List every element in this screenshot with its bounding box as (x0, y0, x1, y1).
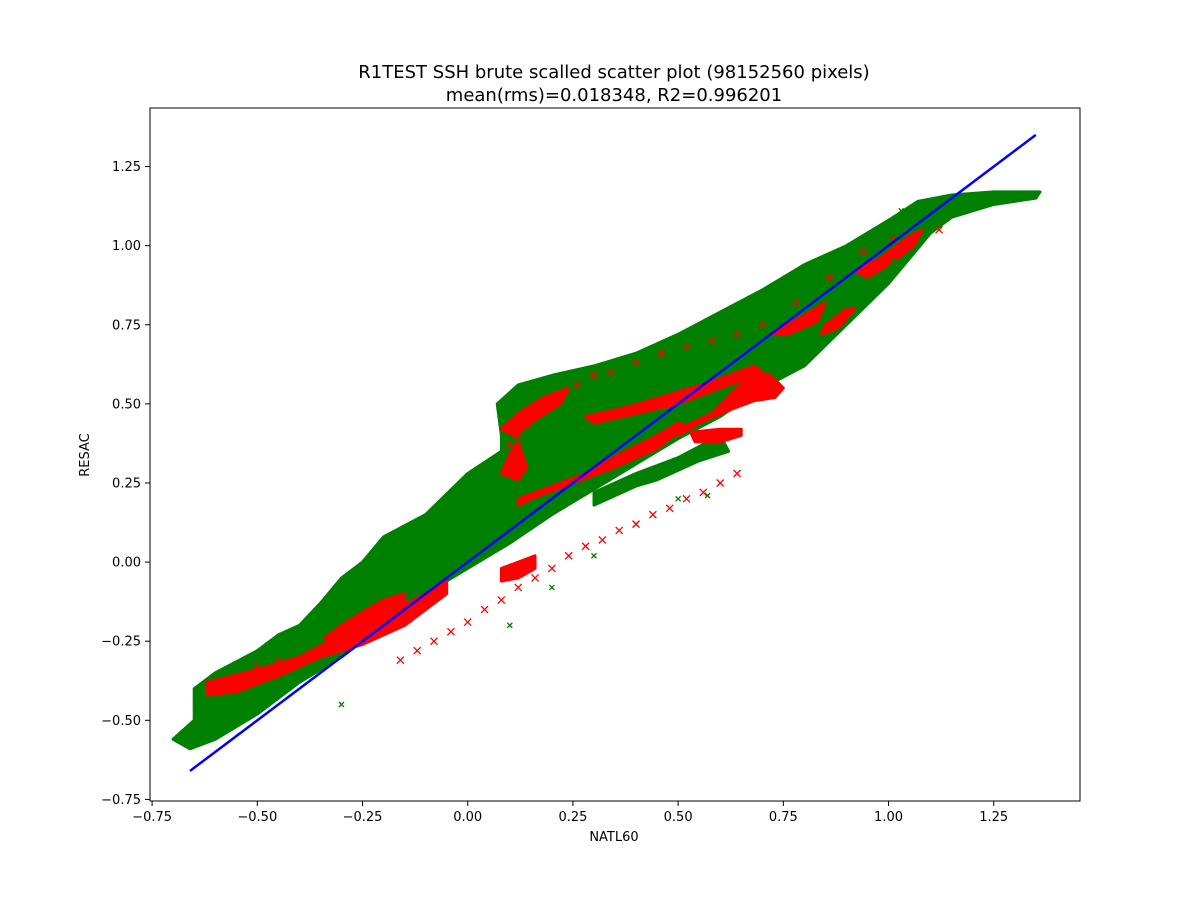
scatter-point (547, 564, 556, 573)
x-tick-label: 0.25 (558, 810, 587, 825)
x-tick-label: −0.25 (343, 810, 383, 825)
scatter-point (733, 469, 741, 478)
scatter-point (615, 526, 624, 535)
x-tick-label: −0.75 (132, 810, 172, 825)
scatter-point (338, 701, 345, 708)
scatter-point (822, 255, 829, 262)
scatter-point (573, 380, 582, 389)
scatter-point (632, 520, 641, 529)
scatter-point (522, 422, 531, 430)
scatter-point (699, 488, 708, 497)
scatter-region (689, 427, 743, 444)
red-series (205, 225, 943, 697)
y-tick-label: −0.50 (101, 714, 141, 729)
chart-subtitle: mean(rms)=0.018348, R2=0.996201 (446, 85, 782, 106)
scatter-point (825, 273, 834, 282)
x-tick-label: 0.00 (453, 810, 482, 825)
scatter-point (548, 584, 555, 591)
scatter-point (497, 596, 506, 605)
scatter-point (665, 504, 674, 513)
chart-title: R1TEST SSH brute scalled scatter plot (9… (358, 62, 869, 83)
plot-frame (149, 107, 1081, 802)
scatter-point (446, 627, 455, 636)
scatter-point (514, 431, 523, 440)
y-tick-label: −0.25 (101, 635, 141, 650)
scatter-point (564, 551, 573, 560)
scatter-region (205, 579, 449, 697)
scatter-region (499, 440, 529, 482)
x-axis: −0.75 −0.50 −0.25 0.00 0.25 0.50 0.75 1.00 1.25 (132, 801, 1008, 825)
scatter-point (733, 330, 741, 339)
y-tick-label: 0.25 (112, 476, 141, 491)
scatter-point (606, 368, 615, 377)
scatter-region (499, 554, 537, 583)
scatter-point (682, 494, 691, 503)
scatter-point (859, 248, 868, 256)
y-axis-label: RESAC (78, 433, 93, 476)
scatter-point (514, 583, 523, 592)
blue-fit-line (189, 133, 1037, 772)
scatter-point (648, 510, 657, 519)
x-tick-label: 0.75 (769, 810, 798, 825)
scatter-point (707, 336, 716, 345)
scatter-point (547, 399, 556, 408)
scatter-point (211, 681, 220, 690)
scatter-point (704, 492, 711, 499)
x-tick-label: 1.25 (979, 810, 1008, 825)
scatter-point (581, 542, 590, 551)
scatter-point (598, 535, 607, 544)
scatter-point (898, 207, 905, 214)
scatter-region (592, 434, 731, 507)
plot-area (150, 108, 1080, 801)
y-tick-label: 1.00 (112, 239, 141, 254)
scatter-point (505, 441, 514, 449)
scatter-region (323, 592, 407, 649)
scatter-point (682, 342, 691, 351)
y-tick-label: 1.25 (112, 160, 141, 175)
scatter-region (887, 228, 924, 260)
scatter-point (253, 662, 262, 671)
y-axis: −0.75 −0.50 −0.25 0.00 0.25 0.50 0.75 1.00 1.25 (101, 160, 150, 808)
y-tick-label: −0.75 (101, 793, 141, 808)
scatter-region (499, 386, 571, 437)
fit-line (189, 133, 1037, 772)
x-tick-label: 0.50 (664, 810, 693, 825)
scatter-point (413, 646, 422, 655)
scatter-point (758, 320, 767, 329)
scatter-region (819, 307, 857, 336)
scatter-point (463, 618, 472, 627)
x-axis-label: NATL60 (589, 830, 638, 845)
scatter-point (480, 605, 489, 614)
y-tick-label: 0.75 (112, 318, 141, 333)
scatter-point (657, 349, 666, 358)
x-tick-label: −0.50 (237, 810, 277, 825)
y-tick-label: 0.50 (112, 397, 141, 412)
scatter-point (632, 358, 641, 367)
scatter-point (232, 672, 241, 680)
scatter-point (589, 371, 598, 380)
x-tick-label: 1.00 (874, 810, 903, 825)
scatter-point (506, 622, 513, 629)
scatter-point (531, 573, 540, 582)
scatter-point (274, 656, 283, 665)
scatter-point (791, 298, 800, 307)
scatter-region (769, 301, 827, 336)
scatter-point (935, 225, 943, 234)
scatter-region (676, 370, 785, 437)
scatter-point (590, 552, 597, 559)
scatter-point (396, 656, 405, 665)
scatter-point (430, 637, 439, 646)
scatter-point (675, 495, 682, 502)
scatter-point (716, 479, 725, 487)
scatter-region (584, 364, 764, 425)
y-tick-label: 0.00 (112, 556, 141, 571)
